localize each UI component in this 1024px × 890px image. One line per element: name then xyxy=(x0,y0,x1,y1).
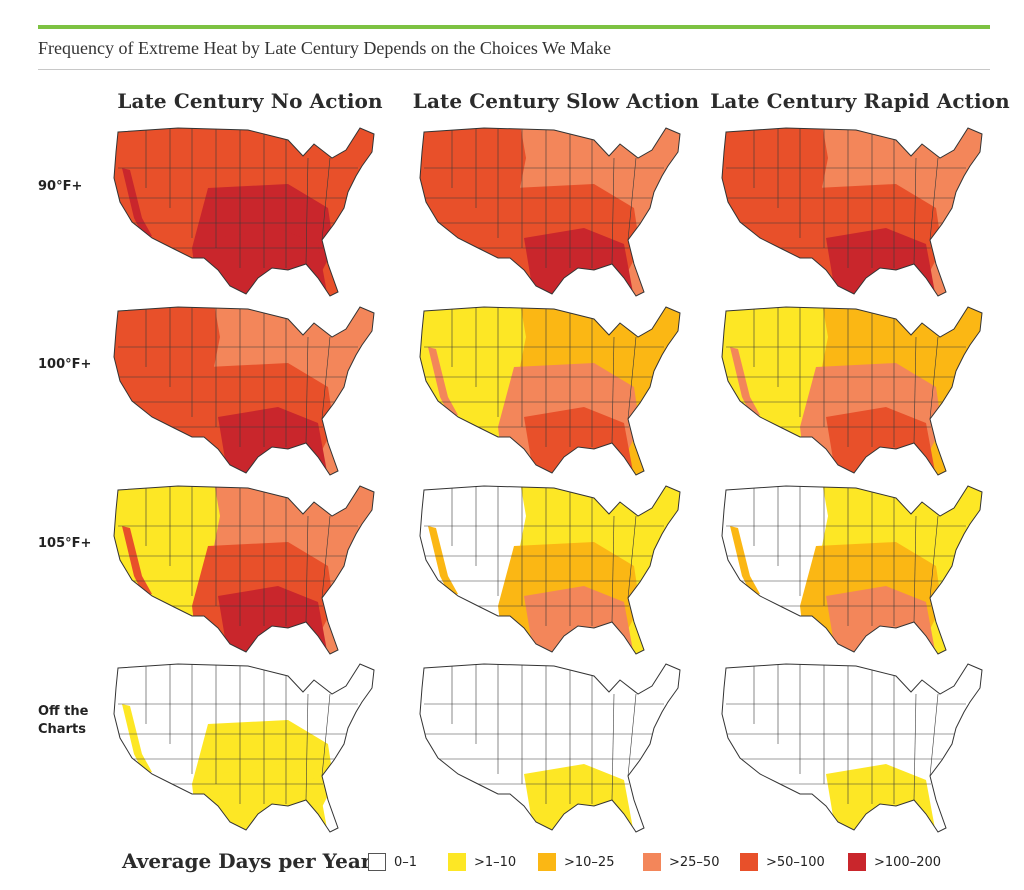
legend-swatch xyxy=(538,853,556,871)
legend-item-50-100: >50–100 xyxy=(740,852,825,872)
state-border xyxy=(929,336,939,420)
legend-swatch xyxy=(848,853,866,871)
row-label-off-line1: Off the xyxy=(38,704,89,719)
legend-label: >10–25 xyxy=(564,854,615,870)
row-label-off-the-charts: Off the Charts xyxy=(38,703,88,739)
map-90f-no-action xyxy=(113,127,375,297)
legend-label: >100–200 xyxy=(874,854,942,870)
legend-item-100-200: >100–200 xyxy=(848,852,941,872)
row-label-90f: 90°F+ xyxy=(38,179,83,194)
us-outline xyxy=(113,306,375,476)
column-header-rapid-action: Late Century Rapid Action xyxy=(710,89,1010,113)
legend-label: >1–10 xyxy=(474,854,517,870)
map-100f-rapid-action xyxy=(721,306,983,476)
map-90f-rapid-action xyxy=(721,127,983,297)
state-border xyxy=(305,693,309,801)
state-border xyxy=(929,693,939,777)
region-california-valley xyxy=(730,526,760,596)
region-california-valley xyxy=(428,347,458,417)
state-border xyxy=(321,693,331,777)
column-header-slow-action: Late Century Slow Action xyxy=(412,89,700,113)
legend-label: >25–50 xyxy=(669,854,720,870)
us-outline xyxy=(721,127,983,297)
us-outline xyxy=(113,485,375,655)
state-border xyxy=(913,157,917,265)
state-border xyxy=(913,336,917,444)
state-border xyxy=(321,336,331,420)
state-border xyxy=(321,515,331,599)
state-border xyxy=(305,515,309,623)
state-border xyxy=(305,157,309,265)
legend-swatch xyxy=(643,853,661,871)
state-border xyxy=(913,693,917,801)
map-off-the-charts-slow-action xyxy=(419,663,681,833)
region-california-valley xyxy=(122,704,152,774)
state-border xyxy=(929,157,939,241)
figure-title: Frequency of Extreme Heat by Late Centur… xyxy=(38,38,612,58)
legend-title: Average Days per Year xyxy=(122,849,372,873)
legend-item-1-10: >1–10 xyxy=(448,852,516,872)
us-outline xyxy=(419,127,681,297)
row-label-off-line2: Charts xyxy=(38,722,86,737)
legend-swatch xyxy=(740,853,758,871)
map-100f-no-action xyxy=(113,306,375,476)
row-label-105f: 105°F+ xyxy=(38,536,92,551)
map-105f-rapid-action xyxy=(721,485,983,655)
us-outline xyxy=(419,306,681,476)
state-border xyxy=(627,515,637,599)
state-border xyxy=(627,157,637,241)
map-105f-no-action xyxy=(113,485,375,655)
region-california-valley xyxy=(428,704,458,774)
region-california-valley xyxy=(428,168,458,238)
region-california-valley xyxy=(428,526,458,596)
us-outline xyxy=(721,306,983,476)
region-california-valley xyxy=(122,168,152,238)
state-border xyxy=(929,515,939,599)
us-outline xyxy=(113,663,375,833)
legend-label: 0–1 xyxy=(394,854,418,870)
legend-item-10-25: >10–25 xyxy=(538,852,614,872)
map-off-the-charts-rapid-action xyxy=(721,663,983,833)
map-off-the-charts-no-action xyxy=(113,663,375,833)
legend-label: >50–100 xyxy=(766,854,825,870)
row-label-100f: 100°F+ xyxy=(38,357,92,372)
state-border xyxy=(627,693,637,777)
column-header-no-action: Late Century No Action xyxy=(117,89,383,113)
region-california-valley xyxy=(730,704,760,774)
legend-item-0-1: 0–1 xyxy=(368,852,417,872)
region-california-valley xyxy=(730,168,760,238)
us-outline xyxy=(419,663,681,833)
state-border xyxy=(611,157,615,265)
title-divider xyxy=(38,69,990,70)
map-90f-slow-action xyxy=(419,127,681,297)
us-outline xyxy=(113,127,375,297)
state-border xyxy=(627,336,637,420)
state-border xyxy=(611,693,615,801)
us-outline xyxy=(419,485,681,655)
legend-item-25-50: >25–50 xyxy=(643,852,719,872)
map-100f-slow-action xyxy=(419,306,681,476)
legend-swatch xyxy=(368,853,386,871)
region-california-valley xyxy=(122,347,152,417)
map-105f-slow-action xyxy=(419,485,681,655)
region-california-valley xyxy=(730,347,760,417)
top-accent-rule xyxy=(38,25,990,29)
legend-swatch xyxy=(448,853,466,871)
us-outline xyxy=(721,663,983,833)
state-border xyxy=(611,515,615,623)
state-border xyxy=(305,336,309,444)
state-border xyxy=(611,336,615,444)
region-california-valley xyxy=(122,526,152,596)
us-outline xyxy=(721,485,983,655)
state-border xyxy=(913,515,917,623)
state-border xyxy=(321,157,331,241)
